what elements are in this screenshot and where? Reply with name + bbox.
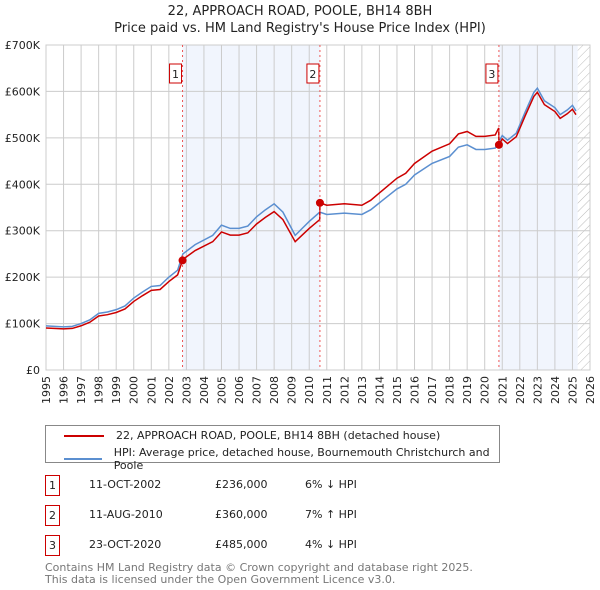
x-tick-label: 2010 [303,376,316,404]
sale-date: 11-AUG-2010 [89,508,163,521]
x-tick-label: 1996 [58,376,71,404]
y-tick-label: £500K [5,132,41,145]
x-tick-label: 2023 [531,376,544,404]
x-tick-label: 2000 [128,376,141,404]
sale-price: £485,000 [215,538,268,551]
sale-label-box [306,63,320,84]
sale-row: 2 11-AUG-2010 £360,000 7% ↑ HPI [45,505,445,526]
footer-licence: This data is licensed under the Open Gov… [45,573,396,586]
x-tick-label: 2015 [391,376,404,404]
x-tick-label: 2016 [409,376,422,404]
hpi-line [45,86,577,328]
x-tick-label: 2001 [145,376,158,404]
x-tick-label: 2024 [549,376,562,404]
x-tick-label: 2022 [514,376,527,404]
y-tick-label: £300K [5,225,41,238]
y-tick-label: £100K [5,318,41,331]
x-tick-label: 2011 [321,376,334,404]
x-tick-label: 2007 [251,376,264,404]
future-hatch [577,45,590,370]
x-tick-label: 1999 [110,376,123,404]
sale-point [178,256,187,265]
x-tick-label: 2009 [286,376,299,404]
sale-price: £236,000 [215,478,268,491]
sale-row: 3 23-OCT-2020 £485,000 4% ↓ HPI [45,535,445,556]
sale-number: 3 [45,535,60,556]
sale-number: 1 [45,475,60,496]
sale-hpi-diff: 7% ↑ HPI [305,508,357,521]
x-tick-label: 2021 [496,376,509,404]
x-tick-label: 2014 [373,376,386,404]
sale-point [315,198,324,207]
y-tick-label: £700K [5,39,41,52]
x-tick-label: 2004 [198,376,211,404]
x-tick-label: 2008 [268,376,281,404]
shaded-period-1 [182,45,320,370]
price-chart: 1995 1996 1997 1998 1999 2000 2001 2002 2003 2004… [5,39,597,404]
x-tick-label: 2005 [215,376,228,404]
sale-label: 3 [488,68,495,81]
legend-swatch-red [64,434,104,437]
x-tick-label: 2018 [444,376,457,404]
sale-date: 11-OCT-2002 [89,478,162,491]
legend-item-hpi: HPI: Average price, detached house, Bour… [64,446,499,472]
chart-title: 22, APPROACH ROAD, POOLE, BH14 8BH [167,4,433,19]
sale-label: 1 [172,68,179,81]
x-tick-label: 1997 [75,376,88,404]
x-tick-label: 1995 [40,376,53,404]
x-tick-label: 2026 [584,376,597,404]
shaded-period-2 [498,45,578,370]
x-tick-label: 2013 [356,376,369,404]
legend-label: 22, APPROACH ROAD, POOLE, BH14 8BH (deta… [116,429,441,442]
sale-date: 23-OCT-2020 [89,538,162,551]
y-tick-label: £200K [5,271,41,284]
x-tick-label: 2012 [338,376,351,404]
x-tick-label: 2006 [233,376,246,404]
legend-item-property: 22, APPROACH ROAD, POOLE, BH14 8BH (deta… [64,429,440,442]
y-tick-label: £400K [5,178,41,191]
x-tick-label: 2025 [566,376,579,404]
legend-swatch-blue [64,458,102,460]
x-tick-label: 2017 [426,376,439,404]
sale-label-box [485,63,499,84]
sale-hpi-diff: 4% ↓ HPI [305,538,357,551]
y-tick-label: £600K [5,85,41,98]
x-tick-label: 2020 [479,376,492,404]
legend-label: HPI: Average price, detached house, Bour… [113,446,490,472]
sale-price: £360,000 [215,508,268,521]
x-tick-label: 2003 [180,376,193,404]
sale-point [494,140,503,149]
sale-row: 1 11-OCT-2002 £236,000 6% ↓ HPI [45,475,445,496]
legend: 22, APPROACH ROAD, POOLE, BH14 8BH (deta… [45,425,500,472]
sale-hpi-diff: 6% ↓ HPI [305,478,357,491]
sale-label: 2 [309,68,316,81]
x-tick-label: 1998 [93,376,106,404]
footer-copyright: Contains HM Land Registry data © Crown c… [45,561,473,574]
x-tick-label: 2019 [461,376,474,404]
sale-number: 2 [45,505,60,526]
sale-label-box [169,63,183,84]
x-tick-label: 2002 [163,376,176,404]
chart-subtitle: Price paid vs. HM Land Registry's House … [114,21,486,36]
y-tick-label: £0 [26,364,40,377]
price-paid-line [45,90,577,330]
